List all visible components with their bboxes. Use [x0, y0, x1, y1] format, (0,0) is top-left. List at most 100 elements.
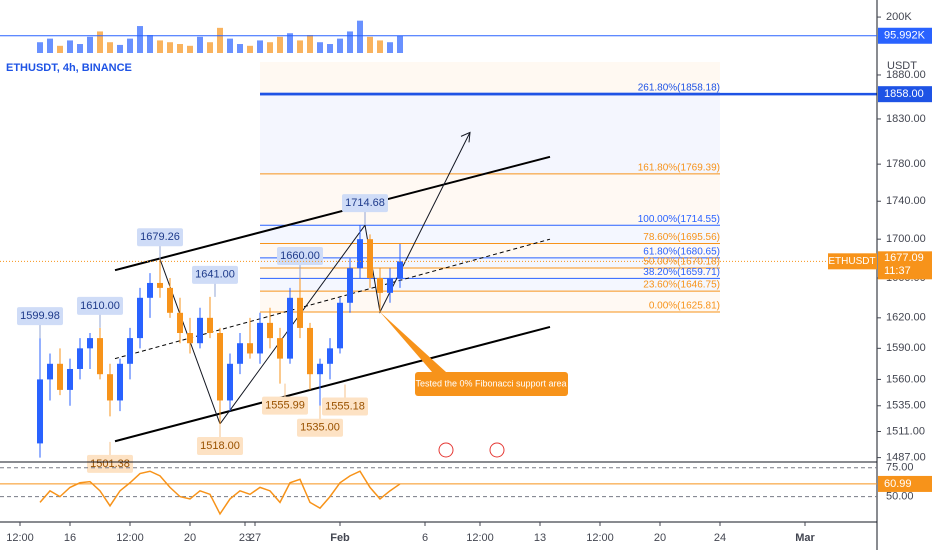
- volume-bar: [287, 33, 293, 53]
- volume-bar: [297, 40, 303, 53]
- x-tick-label: 12:00: [466, 532, 494, 544]
- trendline: [114, 155, 551, 272]
- price-label: 1660.00: [280, 250, 320, 262]
- candle-body: [267, 322, 273, 339]
- candle-body: [217, 333, 223, 401]
- symbol-tag: [828, 253, 877, 270]
- fib-label: 50.00%(1670.18): [643, 257, 720, 268]
- price-label: 1555.18: [325, 400, 365, 412]
- candle-body: [247, 343, 253, 354]
- fib-label: 261.80%(1858.18): [638, 83, 720, 94]
- price-label: 1599.98: [20, 310, 60, 322]
- candle-body: [67, 368, 73, 390]
- volume-bar: [87, 36, 93, 53]
- fib-label: 61.80%(1680.65): [643, 247, 720, 258]
- volume-bar: [247, 45, 253, 53]
- y-tick-label: 1740.00: [886, 195, 926, 207]
- fib-label: 38.20%(1659.71): [643, 267, 720, 278]
- candle-body: [117, 363, 123, 401]
- volume-bar: [197, 36, 203, 53]
- x-tick-label: 24: [714, 532, 726, 544]
- candle-body: [387, 278, 393, 293]
- candle-body: [167, 287, 173, 313]
- volume-bar: [97, 31, 103, 53]
- candle-body: [107, 374, 113, 401]
- volume-bar: [357, 20, 363, 53]
- y-tick-label: 1511.00: [886, 425, 925, 437]
- fib-label: 0.00%(1625.81): [649, 301, 720, 312]
- fib-zone: [260, 268, 720, 279]
- candle-body: [227, 363, 233, 401]
- rsi-tick-label: 75.00: [886, 462, 914, 474]
- volume-bar: [37, 42, 43, 53]
- candle-body: [127, 338, 133, 364]
- fib-label: 78.60%(1695.56): [643, 232, 720, 243]
- price-label: 1535.00: [300, 422, 340, 434]
- volume-bar: [227, 38, 233, 53]
- volume-bar: [207, 42, 213, 53]
- y-tick-label: 1560.00: [886, 373, 926, 385]
- price-label-box: [87, 454, 133, 473]
- candle-body: [87, 338, 93, 349]
- volume-bar: [107, 42, 113, 53]
- volume-bar: [387, 42, 393, 53]
- price-label: 1714.68: [345, 197, 385, 209]
- candle-body: [57, 363, 63, 390]
- candle-body: [367, 239, 373, 279]
- x-tick-label: Feb: [330, 532, 350, 544]
- price-label: 1555.99: [265, 400, 305, 412]
- price-label-box: [197, 436, 243, 455]
- flag-icon: [438, 442, 454, 458]
- volume-bar: [77, 44, 83, 53]
- volume-bar: [137, 26, 143, 53]
- candle-body: [177, 312, 183, 334]
- volume-bar: [187, 45, 193, 53]
- y-tick-label: 1535.00: [886, 400, 926, 412]
- volume-bar: [337, 38, 343, 53]
- volume-tick-label: 200K: [886, 11, 912, 23]
- volume-bar: [177, 44, 183, 53]
- volume-bar: [237, 44, 243, 53]
- volume-bar: [377, 40, 383, 53]
- y-tick-label: 1780.00: [886, 158, 926, 170]
- candle-body: [47, 363, 53, 380]
- price-label: 1518.00: [200, 440, 240, 452]
- price-label-box: [17, 307, 63, 326]
- volume-bar: [157, 40, 163, 53]
- price-label-box: [322, 397, 368, 416]
- candle-body: [157, 282, 163, 288]
- fib-zone: [260, 257, 720, 269]
- candle-body: [347, 268, 353, 303]
- axis-label: USDT: [887, 60, 917, 72]
- candle-body: [337, 302, 343, 349]
- highlight-tag: [878, 86, 932, 103]
- x-tick-label: 6: [422, 532, 428, 544]
- y-tick-label: 1830.00: [886, 113, 926, 125]
- x-tick-label: 12:00: [586, 532, 614, 544]
- fib-zone: [260, 94, 720, 174]
- annotation-box: [415, 372, 568, 396]
- volume-bar: [267, 42, 273, 53]
- volume-bar: [117, 44, 123, 53]
- annotation-pointer: [380, 311, 446, 372]
- price-label-box: [77, 296, 123, 315]
- symbol-label: ETHUSDT: [828, 256, 875, 267]
- volume-bar: [367, 36, 373, 53]
- highlight-label: 1858.00: [884, 88, 924, 100]
- candle-body: [37, 379, 43, 444]
- price-label-box: [192, 265, 238, 284]
- rsi-last-label: 60.99: [884, 478, 912, 490]
- price-label: 1610.00: [80, 300, 120, 312]
- price-label: 1501.38: [90, 458, 130, 470]
- candle-body: [277, 338, 283, 359]
- rsi-tick-label: 50.00: [886, 491, 914, 503]
- volume-last-label: 95.992K: [884, 30, 926, 42]
- fib-zone: [260, 62, 720, 95]
- y-tick-label: 1487.00: [886, 452, 926, 464]
- arrow-head: [460, 131, 471, 143]
- fib-zone: [260, 291, 720, 312]
- candle-body: [207, 317, 213, 334]
- volume-bar: [217, 27, 223, 53]
- rsi-line: [39, 470, 401, 516]
